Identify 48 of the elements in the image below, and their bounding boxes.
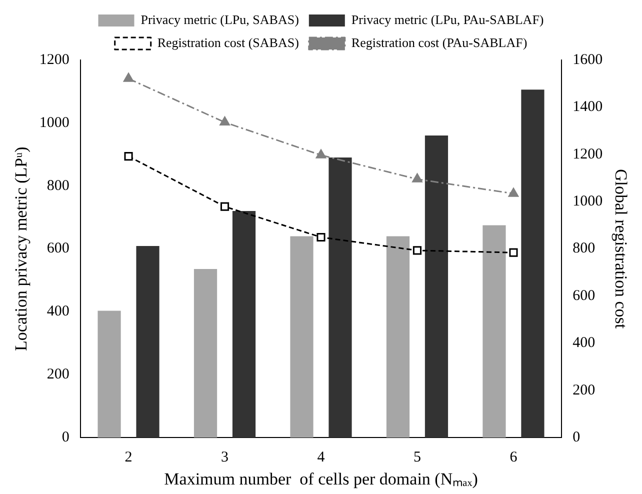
y2-tick-label: 800 <box>572 240 596 257</box>
y-axis-title: Location privacy metric (LPᵘ) <box>12 146 31 351</box>
point <box>124 152 133 161</box>
point <box>220 116 230 126</box>
y-tick-label: 0 <box>62 430 70 446</box>
point <box>316 149 326 158</box>
legend-label: Registration cost (PAu-SABLAF) <box>351 34 528 50</box>
point <box>220 202 230 211</box>
y2-tick-label: 1200 <box>572 146 603 162</box>
point <box>412 173 422 182</box>
x-tick-label: 6 <box>510 450 518 466</box>
y-tick-label: 1000 <box>39 114 70 131</box>
y2-tick-label: 600 <box>572 288 596 304</box>
point <box>509 248 518 257</box>
x-tick-label: 5 <box>413 450 421 466</box>
bar <box>386 236 410 438</box>
bar <box>521 90 544 438</box>
y-tick-label: 400 <box>46 304 70 320</box>
bar <box>136 246 160 438</box>
x-tick-label: 4 <box>317 450 326 466</box>
y2-tick-label: 1600 <box>572 52 603 68</box>
y2-tick-label: 1400 <box>572 99 603 116</box>
y-tick-label: 200 <box>46 366 70 383</box>
legend-label: Privacy metric (LPu, SABAS) <box>140 12 299 27</box>
y2-tick-label: 200 <box>572 382 596 398</box>
legend-label: Privacy metric (LPu, PAu-SABLAF) <box>351 12 544 27</box>
point <box>508 188 519 197</box>
bar <box>290 236 314 438</box>
y2-tick-label: 400 <box>572 335 596 352</box>
bar <box>232 211 256 438</box>
bar <box>194 268 218 438</box>
x-axis-title: Maximum number of cells per domain (Nₘₐₓ) <box>164 469 478 488</box>
y2-axis-title: Global registration cost <box>611 169 630 329</box>
bar <box>482 225 506 438</box>
legend-label: Registration cost (SABAS) <box>157 34 299 50</box>
y-tick-label: 1200 <box>39 52 70 68</box>
point <box>123 72 134 82</box>
bar <box>328 158 352 438</box>
bar <box>424 136 448 438</box>
point <box>412 246 422 255</box>
bar <box>98 310 121 438</box>
y-tick-label: 800 <box>46 178 70 194</box>
y-tick-label: 600 <box>46 240 70 257</box>
y2-tick-label: 0 <box>572 430 580 446</box>
point <box>316 232 326 242</box>
x-tick-label: 3 <box>221 450 229 466</box>
x-tick-label: 2 <box>124 450 132 466</box>
y2-tick-label: 1000 <box>572 194 603 210</box>
